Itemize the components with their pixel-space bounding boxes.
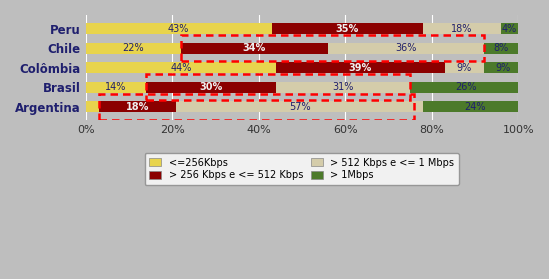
Text: 44%: 44% xyxy=(170,63,192,73)
Text: 34%: 34% xyxy=(243,43,266,53)
Text: 26%: 26% xyxy=(456,82,477,92)
Bar xyxy=(99,101,176,112)
Text: 24%: 24% xyxy=(464,102,486,112)
Bar xyxy=(272,23,423,34)
Bar xyxy=(423,23,501,34)
Bar xyxy=(86,82,146,93)
Bar xyxy=(276,62,445,73)
Text: 30%: 30% xyxy=(199,82,223,92)
Text: 31%: 31% xyxy=(332,82,354,92)
Bar xyxy=(445,62,484,73)
Text: 57%: 57% xyxy=(289,102,311,112)
Bar xyxy=(484,62,523,73)
Text: 43%: 43% xyxy=(168,24,189,34)
Bar xyxy=(86,101,99,112)
Text: 18%: 18% xyxy=(126,102,149,112)
Text: 4%: 4% xyxy=(502,24,517,34)
Bar xyxy=(86,62,276,73)
Bar xyxy=(86,43,181,54)
Text: 35%: 35% xyxy=(335,24,359,34)
Bar xyxy=(410,82,523,93)
Bar xyxy=(86,23,272,34)
Bar xyxy=(501,23,518,34)
Legend: <=256Kbps, > 256 Kbps e <= 512 Kbps, > 512 Kbps e <= 1 Mbps, > 1Mbps: <=256Kbps, > 256 Kbps e <= 512 Kbps, > 5… xyxy=(144,153,460,185)
Bar xyxy=(99,94,414,119)
Bar xyxy=(484,43,518,54)
Bar xyxy=(181,35,484,61)
Text: 22%: 22% xyxy=(122,43,144,53)
Text: 39%: 39% xyxy=(349,63,372,73)
Text: 36%: 36% xyxy=(395,43,416,53)
Text: 14%: 14% xyxy=(105,82,127,92)
Bar xyxy=(146,74,410,100)
Bar xyxy=(328,43,484,54)
Text: 18%: 18% xyxy=(451,24,473,34)
Bar xyxy=(176,101,423,112)
Text: 8%: 8% xyxy=(493,43,508,53)
Text: 9%: 9% xyxy=(495,63,511,73)
Text: 9%: 9% xyxy=(456,63,472,73)
Bar xyxy=(181,43,328,54)
Bar xyxy=(146,82,276,93)
Bar xyxy=(423,101,527,112)
Bar xyxy=(276,82,410,93)
